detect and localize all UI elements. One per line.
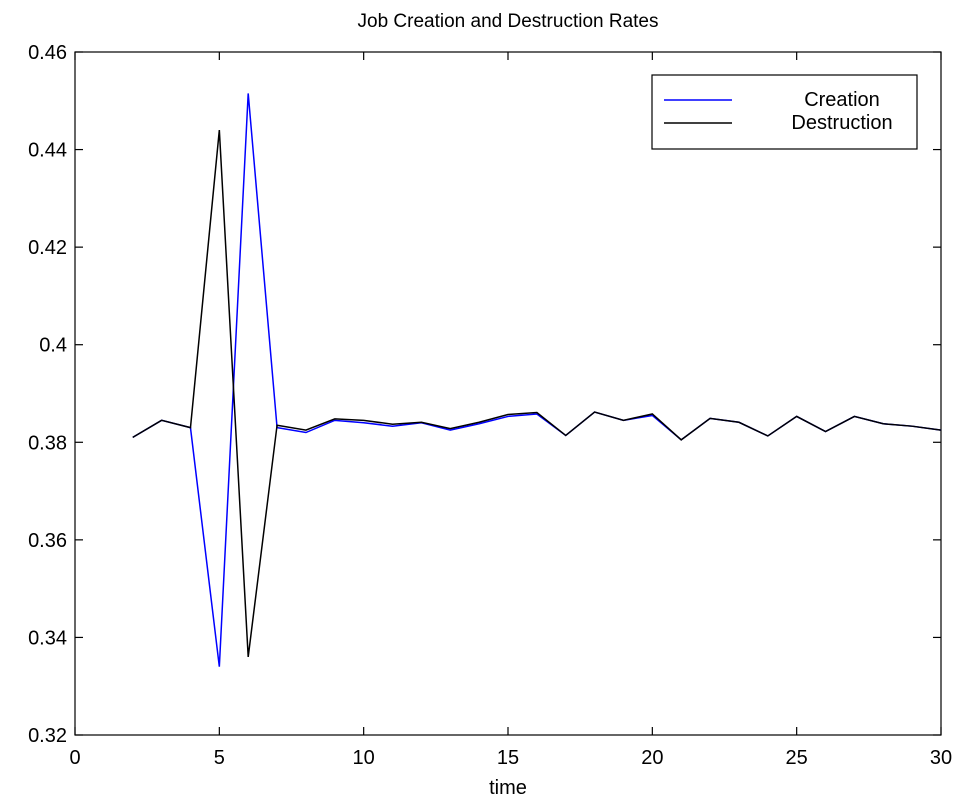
y-tick-label: 0.34 bbox=[28, 627, 67, 649]
y-tick-label: 0.44 bbox=[28, 140, 67, 162]
y-tick-label: 0.4 bbox=[39, 335, 67, 357]
y-tick-label: 0.32 bbox=[28, 725, 67, 747]
x-axis: 0 5 10 15 20 25 30 bbox=[69, 52, 952, 769]
x-tick-label: 10 bbox=[353, 747, 375, 769]
series-layer bbox=[132, 93, 942, 667]
y-tick-label: 0.46 bbox=[28, 42, 67, 64]
x-tick-label: 5 bbox=[214, 747, 225, 769]
x-tick-label: 15 bbox=[497, 747, 519, 769]
y-tick-label: 0.42 bbox=[28, 237, 67, 259]
legend-box bbox=[651, 74, 918, 150]
series-line-destruction bbox=[132, 129, 942, 658]
legend-label-creation: Creation bbox=[804, 89, 880, 111]
x-tick-label: 20 bbox=[641, 747, 663, 769]
x-tick-label: 25 bbox=[786, 747, 808, 769]
x-axis-label: time bbox=[489, 777, 527, 799]
y-tick-label: 0.38 bbox=[28, 432, 67, 454]
plot-frame bbox=[74, 51, 942, 736]
y-axis: 0.32 0.34 0.36 0.38 0.4 0.42 0.44 0.46 bbox=[28, 42, 941, 747]
x-tick-label: 0 bbox=[69, 747, 80, 769]
x-tick-label: 30 bbox=[930, 747, 952, 769]
legend-label-destruction: Destruction bbox=[791, 112, 892, 134]
y-tick-label: 0.36 bbox=[28, 530, 67, 552]
plot-area bbox=[74, 51, 942, 736]
chart-title: Job Creation and Destruction Rates bbox=[358, 11, 659, 32]
